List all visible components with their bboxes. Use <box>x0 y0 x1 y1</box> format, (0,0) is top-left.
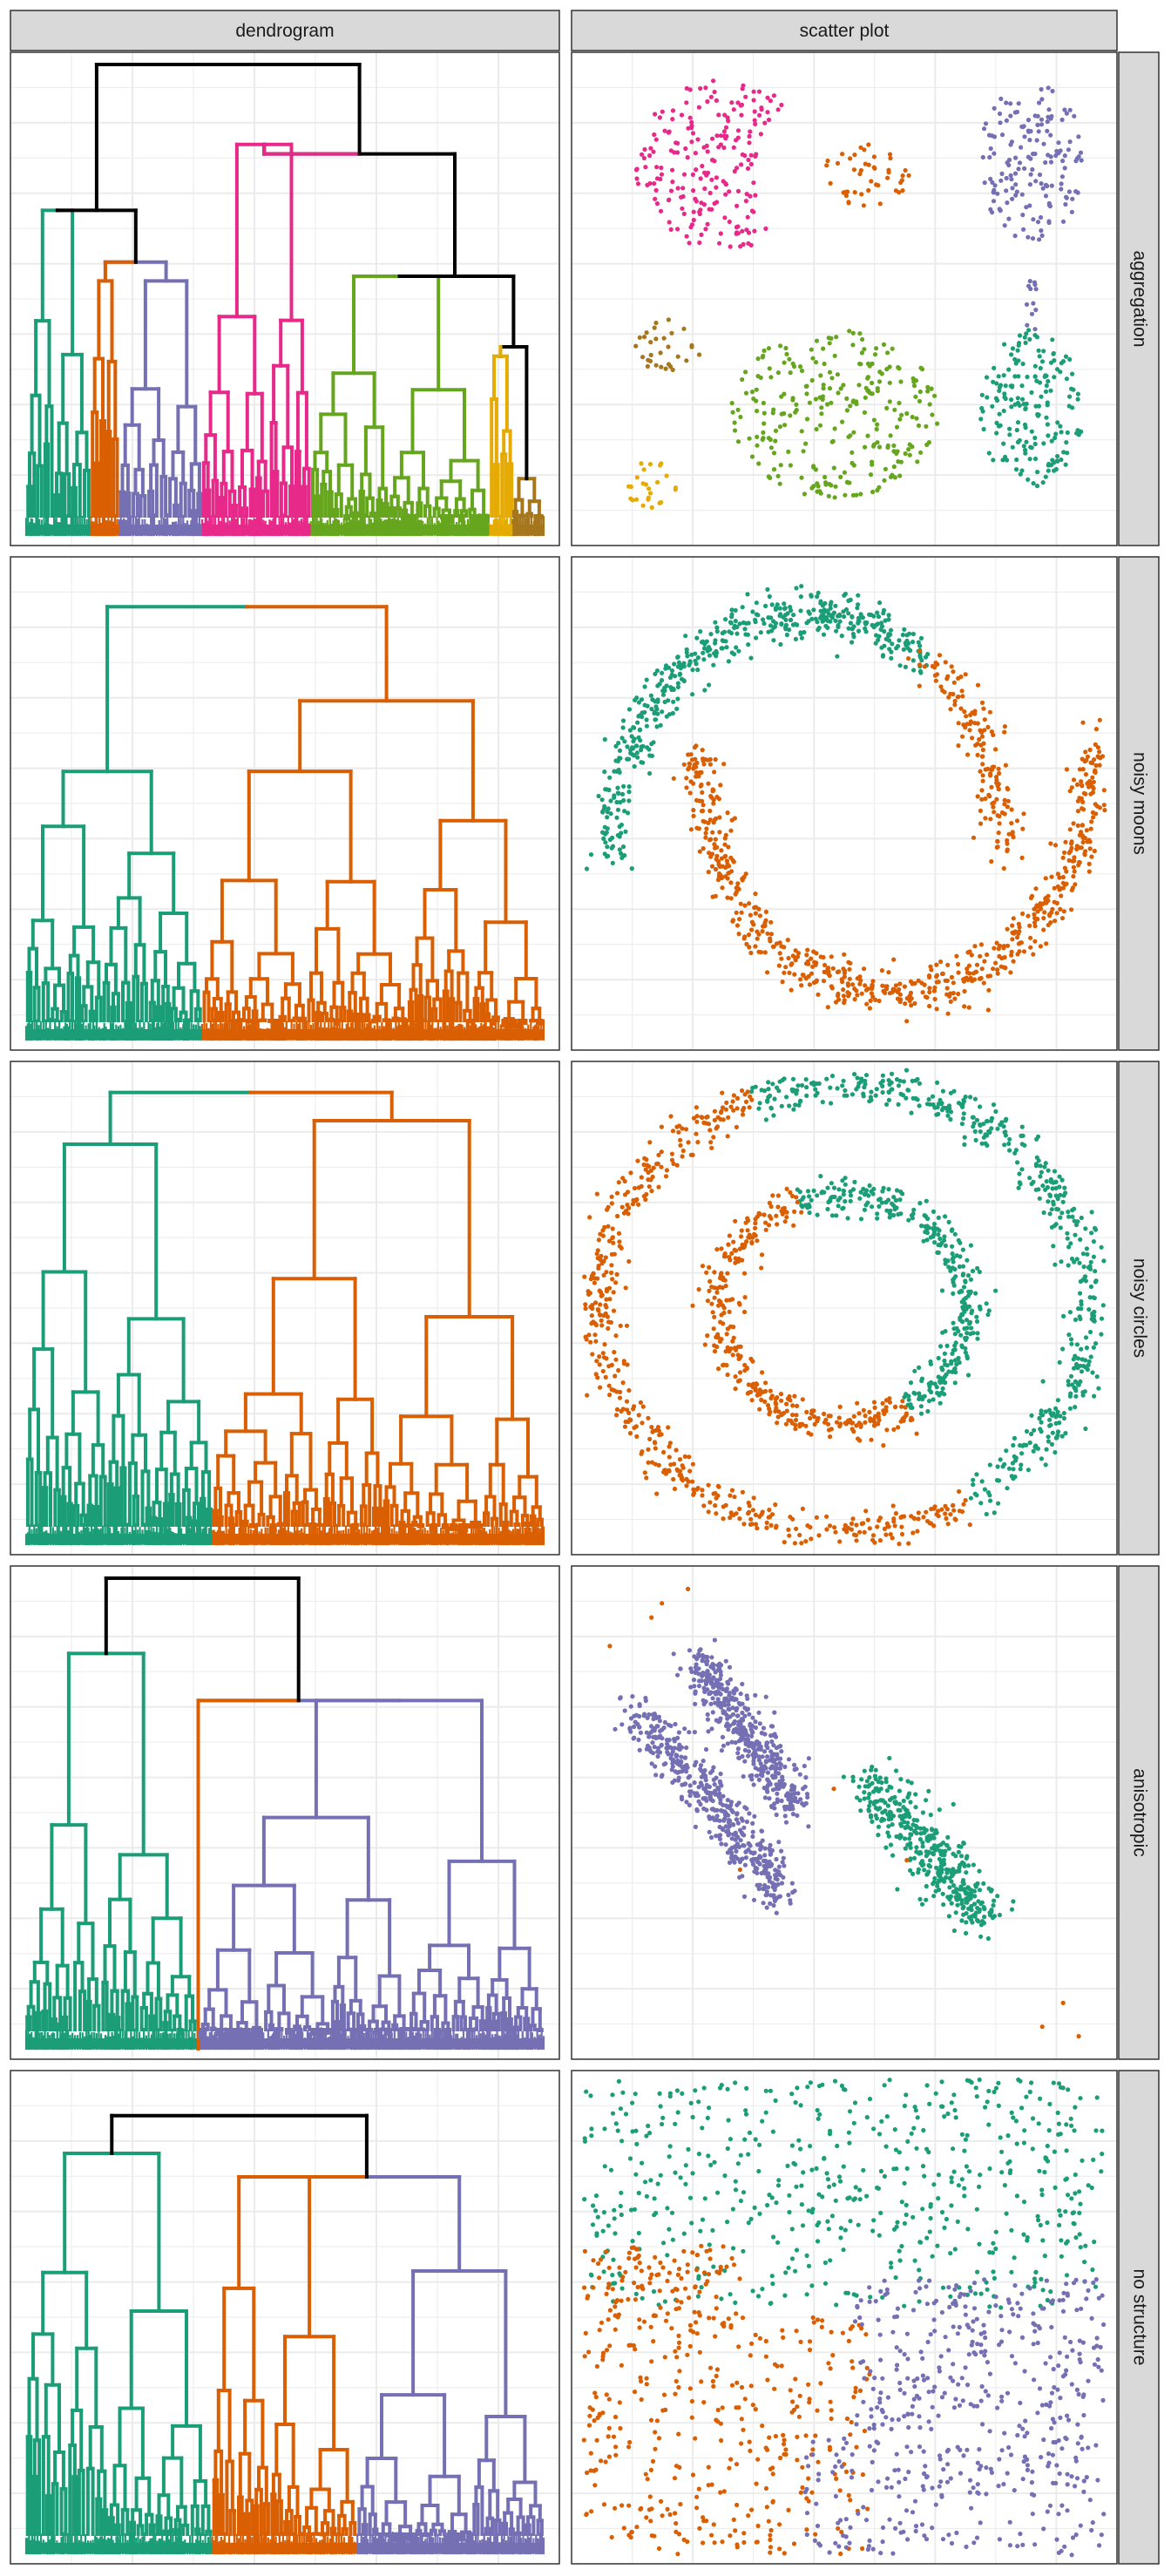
row-strip: no structure <box>1118 2070 1160 2565</box>
facet-row-noisy-circles <box>10 1061 1118 1556</box>
strip-label-row: anisotropic <box>1129 1768 1149 1857</box>
strip-label-dendrogram: dendrogram <box>235 21 334 41</box>
row-strip: aggregation <box>1118 51 1160 546</box>
dendrogram-panel <box>10 1061 560 1556</box>
facet-row-aggregation <box>10 51 1118 546</box>
column-strips: dendrogram scatter plot <box>10 10 1118 51</box>
strip-label-row: no structure <box>1129 2269 1149 2366</box>
row-strip: anisotropic <box>1118 1565 1160 2060</box>
dendrogram-panel <box>10 1565 560 2060</box>
row-strip: noisy circles <box>1118 1061 1160 1556</box>
scatter-panel <box>571 1061 1118 1556</box>
dendrogram-panel <box>10 51 560 546</box>
grid-lines <box>572 1061 1117 1555</box>
scatter-panel <box>571 1565 1118 2060</box>
strip-label-row: aggregation <box>1129 251 1149 348</box>
scatter-points <box>626 78 1084 511</box>
scatter-panel <box>571 2070 1118 2565</box>
strip-label-row: noisy moons <box>1129 752 1149 855</box>
strip-scatter: scatter plot <box>571 10 1118 51</box>
strip-label-row: noisy circles <box>1129 1258 1149 1358</box>
row-strips: aggregation noisy moons noisy circles aniso… <box>1118 51 1160 2565</box>
strip-label-scatter-plot: scatter plot <box>800 21 890 41</box>
scatter-points <box>582 1068 1107 1547</box>
dendrogram-leaves <box>26 2543 544 2553</box>
facet-row-noisy-moons <box>10 556 1118 1051</box>
scatter-points <box>584 584 1107 1024</box>
dendrogram-leaves <box>26 2038 545 2049</box>
dendrogram-leaves <box>26 525 544 535</box>
facet-row-anisotropic <box>10 1565 1118 2060</box>
row-strip: noisy moons <box>1118 556 1160 1051</box>
scatter-panel <box>571 51 1118 546</box>
dendrogram-leaves <box>26 1534 544 1544</box>
scatter-panel <box>571 556 1118 1051</box>
dendrogram-panel <box>10 556 560 1051</box>
facet-row-no-structure <box>10 2070 1118 2565</box>
dendrogram-leaves <box>26 1029 544 1040</box>
dendrogram-panel <box>10 2070 560 2565</box>
scatter-points <box>607 1586 1081 2039</box>
scatter-points <box>581 2077 1107 2558</box>
strip-dendrogram: dendrogram <box>10 10 560 51</box>
panels <box>10 51 1118 2565</box>
